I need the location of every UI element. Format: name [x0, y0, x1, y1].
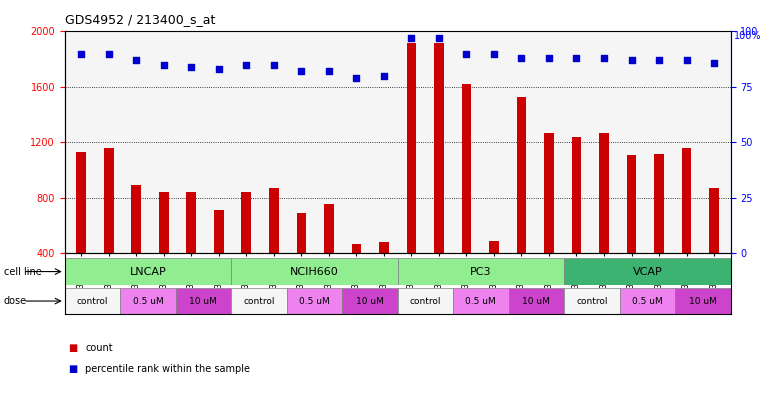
Text: LNCAP: LNCAP	[129, 266, 167, 277]
Text: 10 uM: 10 uM	[522, 297, 550, 305]
Point	[212, 66, 224, 72]
Point	[295, 68, 307, 75]
Point	[158, 62, 170, 68]
Point	[240, 62, 253, 68]
Bar	[654, 154, 664, 253]
Bar	[675, 288, 731, 314]
Point	[626, 57, 638, 63]
Bar	[599, 133, 609, 253]
Point	[515, 55, 527, 61]
Text: 0.5 uM: 0.5 uM	[299, 297, 330, 305]
Bar	[397, 288, 453, 314]
Text: percentile rank within the sample: percentile rank within the sample	[85, 364, 250, 375]
Bar	[342, 288, 397, 314]
Point	[323, 68, 335, 75]
Bar	[572, 137, 581, 253]
Bar	[132, 185, 141, 253]
Bar	[324, 204, 333, 253]
Point	[433, 35, 445, 41]
Bar	[352, 244, 361, 253]
Text: VCAP: VCAP	[632, 266, 662, 277]
Bar	[489, 241, 498, 253]
Text: NCIH660: NCIH660	[290, 266, 339, 277]
Text: 10 uM: 10 uM	[189, 297, 218, 305]
Bar	[214, 211, 224, 253]
Bar	[379, 242, 389, 253]
Point	[460, 51, 473, 57]
Point	[543, 55, 555, 61]
Point	[708, 59, 720, 66]
Text: 100%: 100%	[734, 31, 761, 41]
Point	[268, 62, 280, 68]
Bar	[120, 288, 176, 314]
Bar	[682, 148, 691, 253]
Point	[103, 51, 115, 57]
Text: 0.5 uM: 0.5 uM	[632, 297, 663, 305]
Bar	[619, 288, 675, 314]
Text: control: control	[244, 297, 275, 305]
Bar	[176, 288, 231, 314]
Text: ■: ■	[68, 364, 78, 375]
Text: control: control	[576, 297, 607, 305]
Text: 0.5 uM: 0.5 uM	[132, 297, 164, 305]
Bar	[159, 193, 168, 253]
Text: control: control	[77, 297, 108, 305]
Point	[488, 51, 500, 57]
Bar	[104, 148, 113, 253]
Bar	[508, 288, 564, 314]
Text: GDS4952 / 213400_s_at: GDS4952 / 213400_s_at	[65, 13, 215, 26]
Bar	[434, 42, 444, 253]
Bar	[627, 155, 636, 253]
Bar	[76, 152, 86, 253]
Bar	[65, 288, 120, 314]
Bar	[65, 258, 231, 285]
Point	[680, 57, 693, 63]
Bar	[297, 213, 306, 253]
Bar	[397, 258, 564, 285]
Bar	[709, 188, 719, 253]
Bar	[287, 288, 342, 314]
Bar	[231, 258, 397, 285]
Point	[75, 51, 88, 57]
Text: dose: dose	[4, 296, 27, 306]
Text: ■: ■	[68, 343, 78, 353]
Text: count: count	[85, 343, 113, 353]
Bar	[564, 288, 619, 314]
Bar	[564, 258, 731, 285]
Point	[598, 55, 610, 61]
Bar	[186, 193, 196, 253]
Bar	[462, 84, 471, 253]
Text: 10 uM: 10 uM	[356, 297, 384, 305]
Bar	[231, 288, 287, 314]
Bar	[453, 288, 508, 314]
Bar	[517, 97, 527, 253]
Bar	[241, 193, 251, 253]
Point	[571, 55, 583, 61]
Bar	[406, 42, 416, 253]
Bar	[544, 133, 554, 253]
Point	[130, 57, 142, 63]
Point	[350, 75, 362, 81]
Point	[406, 35, 418, 41]
Point	[377, 73, 390, 79]
Text: cell line: cell line	[4, 266, 42, 277]
Point	[653, 57, 665, 63]
Text: control: control	[409, 297, 441, 305]
Point	[185, 64, 197, 70]
Bar	[269, 188, 279, 253]
Text: PC3: PC3	[470, 266, 492, 277]
Text: 0.5 uM: 0.5 uM	[466, 297, 496, 305]
Text: 10 uM: 10 uM	[689, 297, 717, 305]
